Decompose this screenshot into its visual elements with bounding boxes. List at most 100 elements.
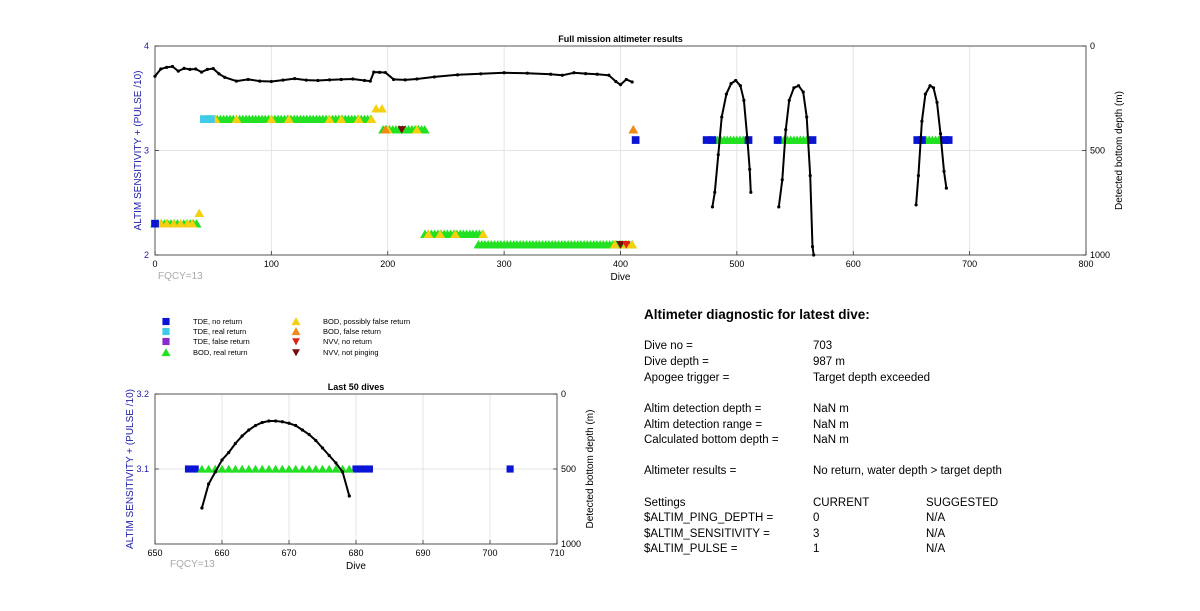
diag-value: NaN m	[813, 419, 849, 431]
marker-bod-real-return	[230, 464, 240, 473]
bottom-depth-point	[923, 92, 928, 96]
x-tick-label: 650	[147, 548, 162, 558]
setting-label: $ALTIM_PING_DEPTH =	[644, 512, 774, 524]
y-tick-label: 4	[144, 41, 149, 51]
bottom-depth-point	[777, 205, 781, 209]
bottom-depth-point	[341, 470, 345, 474]
marker-bod-real-return	[317, 464, 328, 473]
bottom-depth-point	[227, 450, 231, 455]
marker-tde-no-return	[352, 465, 360, 473]
bottom-depth-point	[269, 79, 273, 84]
bottom-depth-point	[281, 78, 285, 82]
marker-bod-possibly-false	[231, 114, 242, 123]
bottom-depth-point	[368, 79, 372, 83]
marker-tde-no-return	[506, 465, 514, 473]
x-tick-label: 500	[729, 259, 744, 269]
diag-row-apogee-trigger: Apogee trigger = Target depth exceeded	[644, 372, 1184, 388]
bottom-depth-point	[710, 205, 715, 209]
bottom-depth-line	[711, 79, 752, 208]
diag-value: Target depth exceeded	[813, 372, 931, 384]
y2-axis-label: Detected bottom depth (m)	[1114, 91, 1125, 210]
bottom-depth-point	[724, 92, 729, 96]
y-axis-label: ALTIM SENSITIVITY + (PULSE /10)	[133, 71, 144, 231]
marker-tde-no-return	[162, 317, 170, 326]
marker-bod-false-return	[291, 327, 301, 336]
x-axis-label: Dive	[610, 272, 630, 283]
bottom-depth-point	[320, 446, 325, 450]
settings-header-current: CURRENT	[813, 497, 870, 509]
setting-label: $ALTIM_PULSE =	[644, 543, 738, 555]
marker-tde-no-return	[184, 465, 193, 473]
legend-item: NVV, not pinging	[292, 348, 379, 357]
bottom-depth-point	[293, 77, 297, 81]
marker-bod-possibly-false	[175, 219, 186, 228]
legend-label: TDE, real return	[193, 327, 246, 336]
legend-item: TDE, real return	[162, 327, 246, 336]
bottom-depth-point	[294, 423, 298, 428]
y2-tick-label: 0	[1090, 41, 1095, 51]
marker-bod-real-return	[304, 464, 314, 473]
full-mission-chart: 0 100 200 300 400 500 600 700 800 2 3 4 0 500 1000 Full…	[133, 34, 1125, 283]
settings-header-row: Settings CURRENT SUGGESTED	[644, 497, 1184, 513]
marker-bod-real-return	[271, 464, 281, 473]
marker-bod-real-return	[197, 464, 207, 473]
settings-header-label: Settings	[644, 497, 686, 509]
bottom-depth-point	[165, 65, 169, 69]
bottom-depth-point	[383, 70, 388, 75]
bottom-depth-point	[307, 432, 311, 437]
marker-bod-real-return	[344, 464, 354, 473]
marker-bod-real-return	[419, 125, 430, 134]
bottom-depth-point	[729, 82, 733, 86]
bottom-depth-point	[372, 70, 376, 74]
marker-bod-real-return	[284, 464, 294, 473]
diag-label: Altim detection depth =	[644, 403, 762, 415]
bottom-depth-point	[583, 71, 588, 76]
bottom-depth-point	[267, 419, 271, 423]
bottom-depth-point	[280, 420, 284, 424]
legend-item: TDE, false return	[162, 337, 250, 346]
marker-tde-no-return	[808, 136, 817, 144]
bottom-depth-point	[304, 78, 308, 82]
marker-bod-real-return	[224, 464, 234, 473]
marker-bod-real-return	[297, 464, 307, 473]
marker-bod-possibly-false	[377, 104, 387, 113]
marker-bod-real-return	[324, 464, 334, 473]
marker-tde-no-return	[918, 136, 926, 144]
setting-current: 0	[813, 512, 820, 524]
bottom-depth-point	[234, 79, 239, 83]
bottom-depth-point	[916, 173, 921, 178]
x-tick-label: 660	[214, 548, 229, 558]
legend-item: NVV, no return	[292, 337, 372, 346]
marker-bod-real-return	[250, 464, 261, 473]
legend-item: BOD, false return	[291, 327, 381, 336]
marker-tde-real-return	[207, 115, 215, 123]
legend-item: BOD, real return	[161, 348, 248, 357]
y-tick-label: 3.1	[136, 464, 149, 474]
setting-suggested: N/A	[926, 543, 946, 555]
bottom-depth-point	[572, 71, 576, 75]
marker-nvv-not-pinging	[616, 241, 625, 249]
y-tick-label: 3	[144, 146, 149, 156]
bottom-depth-point	[792, 86, 796, 90]
marker-tde-no-return	[359, 465, 367, 473]
legend-label: BOD, false return	[323, 327, 381, 336]
bottom-depth-point	[217, 72, 221, 76]
x-tick-label: 690	[415, 548, 430, 558]
bottom-depth-point	[199, 70, 204, 74]
bottom-depth-point	[403, 78, 407, 82]
bottom-depth-point	[378, 70, 382, 74]
diag-value: 987 m	[813, 356, 845, 368]
marker-bod-real-return	[277, 464, 287, 473]
diag-label: Dive no =	[644, 340, 693, 352]
x-tick-label: 670	[281, 548, 296, 558]
x-tick-label: 600	[846, 259, 861, 269]
setting-row-ping-depth: $ALTIM_PING_DEPTH = 0 N/A	[644, 512, 1184, 528]
marker-bod-real-return	[257, 464, 267, 473]
bottom-depth-point	[334, 461, 338, 465]
x-tick-label: 0	[152, 259, 157, 269]
bottom-depth-point	[720, 115, 724, 119]
bottom-depth-point	[240, 434, 244, 438]
bottom-depth-point	[784, 128, 788, 132]
bottom-depth-point	[787, 98, 791, 102]
